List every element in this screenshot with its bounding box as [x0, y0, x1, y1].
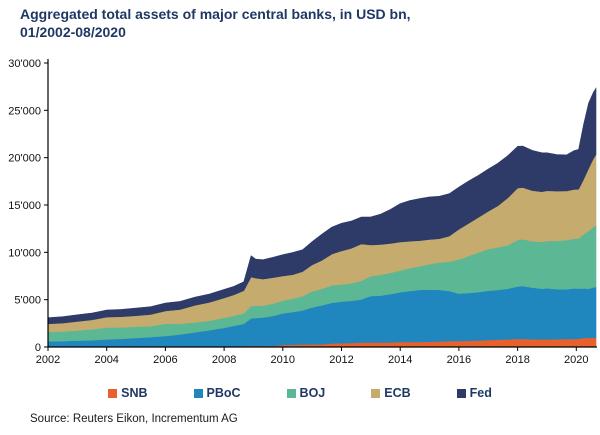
- x-axis-tick-label: 2004: [94, 354, 118, 366]
- x-axis-tick-label: 2008: [212, 354, 236, 366]
- chart-title: Aggregated total assets of major central…: [20, 5, 580, 42]
- x-axis-tick-label: 2010: [271, 354, 295, 366]
- y-axis-tick-label: 10'000: [8, 247, 41, 259]
- chart-title-line1: Aggregated total assets of major central…: [20, 6, 411, 22]
- legend-item-ecb: ECB: [371, 386, 411, 400]
- legend-item-snb: SNB: [108, 386, 148, 400]
- legend-label-ecb: ECB: [384, 386, 411, 400]
- legend-label-boj: BOJ: [299, 386, 326, 400]
- y-axis-tick-label: 15'000: [8, 200, 41, 212]
- chart-canvas: 0 5'000 10'000 15'000 20'000 25'000 30'000 2002…: [8, 58, 597, 366]
- legend-item-pboc: PBoC: [193, 386, 241, 400]
- boj-color-swatch-icon: [286, 388, 296, 398]
- legend-label-pboc: PBoC: [206, 386, 241, 400]
- x-axis-tick-label: 2012: [329, 354, 353, 366]
- chart-title-line2: 01/2002-08/2020: [20, 24, 126, 41]
- x-axis-tick-label: 2020: [564, 354, 588, 366]
- ecb-color-swatch-icon: [371, 388, 381, 398]
- legend-label-snb: SNB: [121, 386, 148, 400]
- y-axis-tick-label: 20'000: [8, 153, 41, 165]
- pboc-color-swatch-icon: [193, 388, 203, 398]
- y-axis-tick-label: 25'000: [8, 105, 41, 117]
- y-axis-tick-label: 0: [35, 342, 41, 354]
- fed-color-swatch-icon: [456, 388, 466, 398]
- x-axis-tick-label: 2014: [388, 354, 412, 366]
- x-axis-tick-label: 2016: [447, 354, 471, 366]
- legend-item-boj: BOJ: [286, 386, 326, 400]
- area-series-fed: [47, 87, 597, 325]
- x-axis-tick-label: 2006: [153, 354, 177, 366]
- y-axis-tick-label: 30'000: [8, 58, 41, 70]
- x-axis-tick-label: 2018: [505, 354, 529, 366]
- y-axis-tick-label: 5'000: [14, 295, 41, 307]
- legend-item-fed: Fed: [456, 386, 492, 400]
- snb-color-swatch-icon: [108, 388, 118, 398]
- source-credit: Source: Reuters Eikon, Incrementum AG: [30, 413, 238, 425]
- chart-legend: SNB PBoC BOJ ECB Fed: [0, 386, 600, 400]
- x-axis-tick-label: 2002: [36, 354, 60, 366]
- legend-label-fed: Fed: [469, 386, 492, 400]
